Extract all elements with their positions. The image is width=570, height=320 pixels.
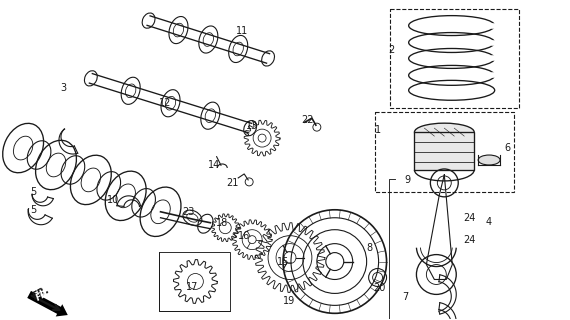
Text: 23: 23 [182,207,194,217]
Text: 14: 14 [208,160,221,170]
Text: 11: 11 [236,26,249,36]
Bar [158,252,230,311]
Text: 22: 22 [302,115,314,125]
Text: 2: 2 [388,45,394,55]
Text: 13: 13 [246,121,258,131]
Bar [374,112,514,192]
Text: FR.: FR. [34,287,53,302]
Text: 4: 4 [486,217,492,227]
Text: 24: 24 [463,235,475,245]
Text: 20: 20 [373,284,386,293]
Text: 8: 8 [367,243,373,252]
Text: 16: 16 [238,231,250,241]
Text: 15: 15 [277,257,289,267]
Text: 6: 6 [504,143,510,153]
Text: 17: 17 [186,283,198,292]
Text: 1: 1 [374,125,381,135]
Text: FR.: FR. [31,284,52,301]
Text: 5: 5 [30,187,36,197]
Text: 24: 24 [463,213,475,223]
Bar [414,132,474,170]
Ellipse shape [478,155,500,165]
Text: 5: 5 [30,205,36,215]
Text: 7: 7 [402,292,409,302]
Text: 9: 9 [404,175,410,185]
Text: 21: 21 [226,178,238,188]
Bar [389,9,519,108]
Ellipse shape [414,123,474,141]
Text: 19: 19 [283,296,295,306]
Text: 3: 3 [60,83,66,93]
FancyArrow shape [27,291,68,316]
Text: 18: 18 [216,218,229,228]
Text: 10: 10 [107,195,119,205]
Text: 12: 12 [160,98,172,108]
